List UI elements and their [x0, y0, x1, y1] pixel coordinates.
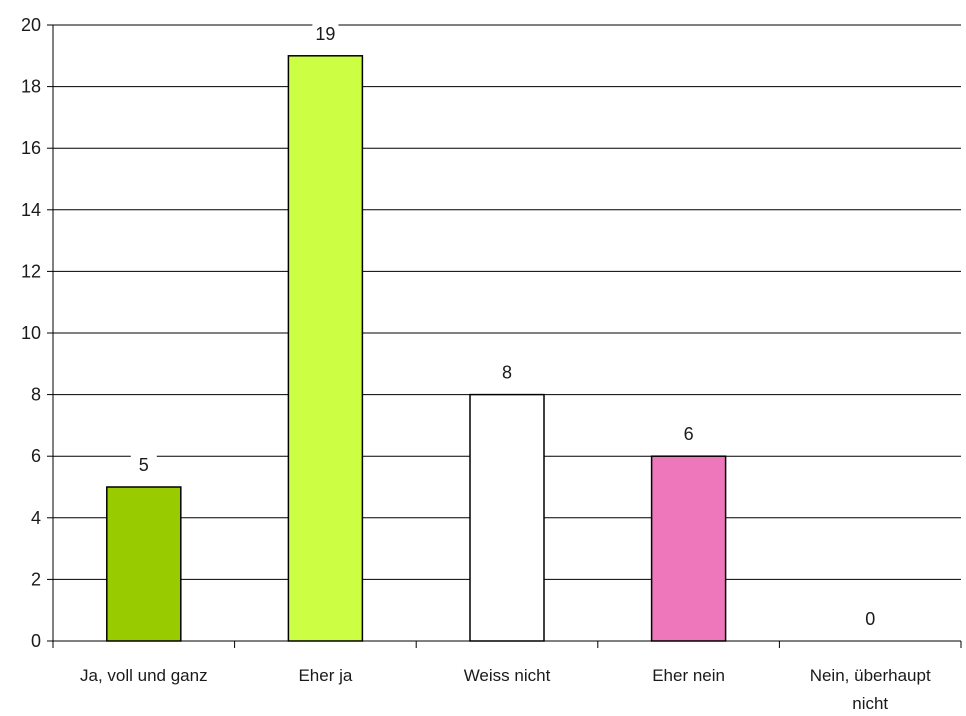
y-tick-label: 0 — [31, 631, 41, 651]
x-category-label: Nein, überhaupt — [810, 666, 931, 685]
y-tick-label: 2 — [31, 569, 41, 589]
data-label: 8 — [502, 363, 512, 383]
y-axis-ticks: 0 2 4 6 8 10 12 14 16 18 20 — [21, 15, 53, 651]
data-label-background — [494, 359, 520, 384]
y-tick-label: 20 — [21, 15, 41, 35]
y-tick-label: 10 — [21, 323, 41, 343]
x-category-label: Eher ja — [298, 666, 352, 685]
data-label-background — [675, 421, 702, 446]
data-label-background — [312, 20, 339, 45]
x-category-label: Ja, voll und ganz — [80, 666, 208, 685]
y-tick-label: 16 — [21, 138, 41, 158]
x-axis — [52, 640, 962, 648]
data-labels: 5 19 8 6 0 — [130, 20, 884, 630]
data-label: 0 — [865, 609, 875, 629]
bar — [650, 455, 727, 642]
x-category-label: Weiss nicht — [464, 666, 551, 685]
x-category-label: nicht — [852, 694, 888, 713]
gridlines — [53, 24, 961, 580]
category-labels: Ja, voll und ganz Eher ja Weiss nicht Eher … — [80, 666, 931, 713]
bars — [106, 55, 727, 642]
y-tick-label: 18 — [21, 77, 41, 97]
y-tick-label: 6 — [31, 446, 41, 466]
x-category-label: Eher nein — [652, 666, 725, 685]
y-tick-label: 14 — [21, 200, 41, 220]
data-label: 5 — [139, 455, 149, 475]
y-tick-label: 4 — [31, 508, 41, 528]
data-label: 6 — [684, 424, 694, 444]
data-label-background — [130, 452, 157, 476]
data-label-background — [857, 606, 884, 630]
bar — [469, 393, 545, 642]
y-tick-label: 8 — [31, 385, 41, 405]
data-label: 19 — [315, 24, 335, 44]
bar — [106, 486, 182, 642]
bar — [287, 55, 364, 642]
y-tick-label: 12 — [21, 261, 41, 281]
